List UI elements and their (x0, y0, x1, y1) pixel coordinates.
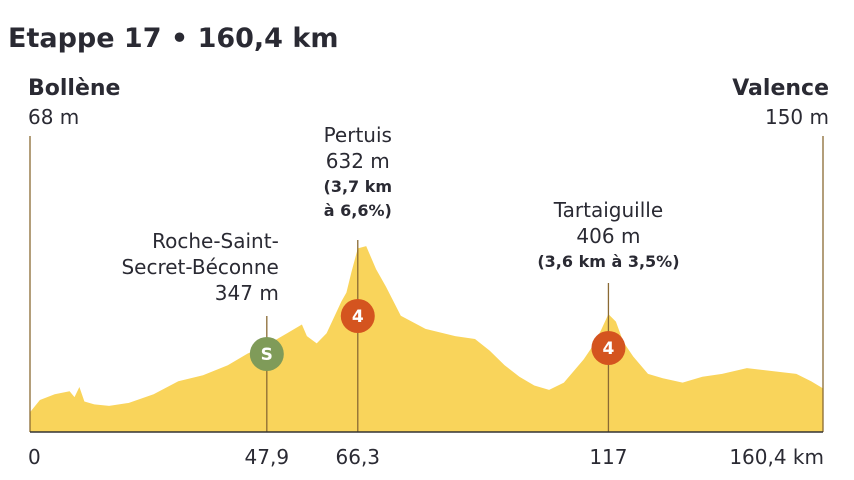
point-name-3-line-1: Tartaiguille (553, 198, 663, 222)
point-altitude-1: 347 m (215, 281, 279, 305)
stage-title: Etappe 17 • 160,4 km (8, 23, 338, 54)
point-altitude-3: 406 m (576, 224, 640, 248)
x-tick-label-4: 117 (589, 445, 627, 469)
badge-label-1: S (261, 345, 273, 365)
finish-city-name: Valence (732, 76, 829, 101)
x-axis-ticks: 0 47,9 66,3 117 160,4 km (28, 445, 824, 469)
start-altitude: 68 m (28, 105, 79, 129)
point-altitude-2: 632 m (326, 149, 390, 173)
point-name-1-line-2: Secret-Béconne (121, 255, 278, 279)
climb-badge-2 (340, 299, 375, 333)
x-tick-label-5: 160,4 km (729, 445, 824, 469)
finish-altitude: 150 m (765, 105, 829, 129)
x-tick-label-3: 66,3 (336, 445, 381, 469)
badge-label-3: 4 (603, 339, 615, 359)
point-detail-3-line-1: (3,6 km à 3,5%) (537, 252, 679, 271)
sprint-badge-1 (249, 337, 284, 371)
point-name-2-line-1: Pertuis (324, 123, 392, 147)
point-detail-2-line-2: à 6,6%) (324, 201, 392, 220)
elevation-area (30, 246, 823, 432)
start-city-name: Bollène (28, 76, 120, 101)
badge-label-2: 4 (352, 307, 364, 327)
elevation-profile (30, 246, 823, 432)
point-name-1-line-1: Roche-Saint- (152, 229, 279, 253)
point-badges: S 4 4 (249, 299, 626, 371)
x-tick-label-1: 0 (28, 445, 41, 469)
climb-badge-3 (591, 331, 626, 365)
point-detail-2-line-1: (3,7 km (324, 177, 393, 196)
x-tick-label-2: 47,9 (245, 445, 290, 469)
